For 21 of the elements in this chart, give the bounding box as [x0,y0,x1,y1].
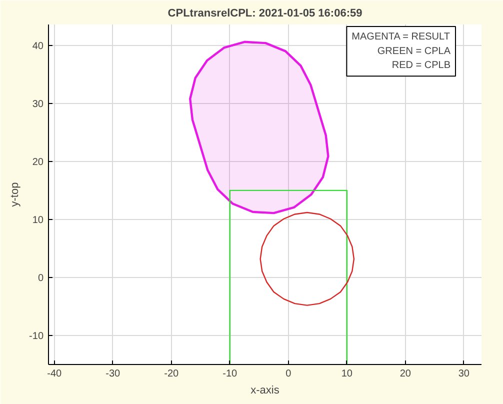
x-tick-label: 10 [341,368,353,380]
x-tick-label: -30 [106,368,121,380]
x-tick-label: -40 [47,368,62,380]
annotation: MAGENTA = RESULT [352,32,450,42]
x-axis-title: x-axis [250,384,280,396]
y-tick-label: 10 [32,214,44,226]
x-tick-label: -10 [222,368,238,380]
x-tick-label: 0 [286,368,292,380]
y-axis-title: y-top [9,182,22,207]
x-tick-label: 20 [400,368,412,380]
chart-title: CPLtransrelCPL: 2021-01-05 16:06:59 [168,8,362,20]
line-series [260,212,355,306]
y-tick-label: 40 [32,40,44,52]
x-tick-label: -20 [164,368,180,380]
x-tick-label: 30 [458,368,470,380]
y-tick-label: 30 [32,98,44,110]
y-tick-label: 20 [32,156,44,168]
annotation: RED = CPLB [392,60,451,72]
y-tick-label: -10 [29,330,44,342]
annotation: GREEN = CPLA [377,46,451,57]
y-tick-label: 0 [38,272,44,284]
